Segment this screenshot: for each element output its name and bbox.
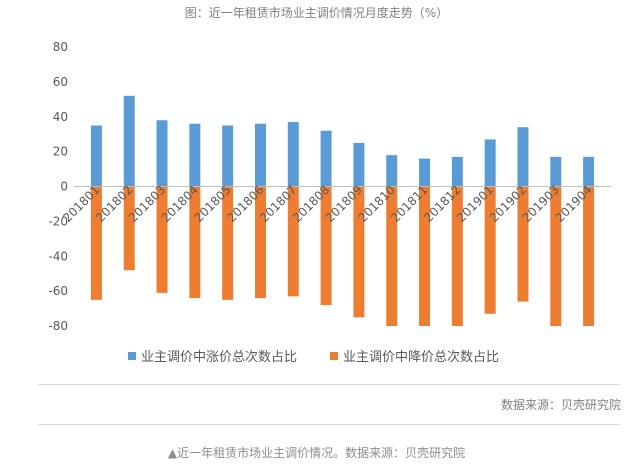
chart-title: 图：近一年租赁市场业主调价情况月度走势（%） bbox=[184, 6, 449, 20]
y-tick-label: -20 bbox=[48, 214, 68, 228]
legend-label: 业主调价中降价总次数占比 bbox=[343, 349, 499, 365]
bar-increase-201807 bbox=[287, 121, 299, 187]
bar-increase-201903 bbox=[550, 156, 562, 187]
legend-label: 业主调价中涨价总次数占比 bbox=[141, 349, 297, 365]
bar-decrease-201804 bbox=[189, 186, 201, 299]
bar-increase-201811 bbox=[419, 158, 431, 187]
bar-decrease-201807 bbox=[287, 186, 299, 297]
bar-decrease-201901 bbox=[484, 186, 496, 314]
bar-increase-201810 bbox=[386, 155, 398, 187]
bar-decrease-201808 bbox=[320, 186, 332, 306]
bar-increase-201904 bbox=[583, 156, 595, 187]
y-tick-label: 60 bbox=[53, 75, 68, 89]
y-axis: -80 -60 -40 -20 0 20 40 60 80 bbox=[48, 40, 68, 333]
bar-decrease-201812 bbox=[451, 186, 463, 326]
bar-decrease-201810 bbox=[386, 186, 398, 326]
legend-swatch bbox=[330, 352, 338, 360]
bar-increase-201808 bbox=[320, 130, 332, 187]
bar-decrease-201811 bbox=[419, 186, 431, 326]
bar-decrease-201805 bbox=[222, 186, 234, 300]
bar-decrease-201902 bbox=[517, 186, 529, 302]
y-tick-label: 0 bbox=[60, 180, 68, 194]
bar-decrease-201809 bbox=[353, 186, 365, 318]
bar-decrease-201904 bbox=[583, 186, 595, 326]
y-tick-label: 40 bbox=[53, 110, 68, 124]
bar-increase-201802 bbox=[123, 95, 135, 187]
y-tick-label: 80 bbox=[53, 40, 68, 54]
bar-increase-201901 bbox=[484, 139, 496, 187]
bar-decrease-201801 bbox=[90, 186, 102, 300]
y-tick-label: -60 bbox=[48, 284, 68, 298]
y-tick-label: -80 bbox=[48, 319, 68, 333]
separator-line bbox=[38, 424, 620, 425]
y-tick-label: -40 bbox=[48, 249, 68, 263]
legend: 业主调价中涨价总次数占比 业主调价中降价总次数占比 bbox=[128, 349, 499, 365]
bar-increase-201902 bbox=[517, 127, 529, 187]
source-note: 数据来源：贝壳研究院 bbox=[500, 398, 621, 412]
bar-decrease-201806 bbox=[254, 186, 266, 299]
legend-swatch bbox=[128, 352, 136, 360]
bars bbox=[90, 95, 595, 326]
y-tick-label: 20 bbox=[53, 145, 68, 159]
bar-increase-201806 bbox=[254, 123, 266, 187]
bar-increase-201805 bbox=[222, 125, 234, 187]
bar-decrease-201903 bbox=[550, 186, 562, 326]
bar-increase-201809 bbox=[353, 142, 365, 187]
bar-decrease-201803 bbox=[156, 186, 168, 293]
bar-increase-201804 bbox=[189, 123, 201, 187]
caption: ▲近一年租赁市场业主调价情况。数据来源：贝壳研究院 bbox=[167, 446, 466, 460]
separator-line bbox=[38, 384, 620, 385]
bar-increase-201801 bbox=[90, 125, 102, 187]
bar-increase-201812 bbox=[451, 156, 463, 187]
bar-decrease-201802 bbox=[123, 186, 135, 271]
bar-increase-201803 bbox=[156, 120, 168, 187]
